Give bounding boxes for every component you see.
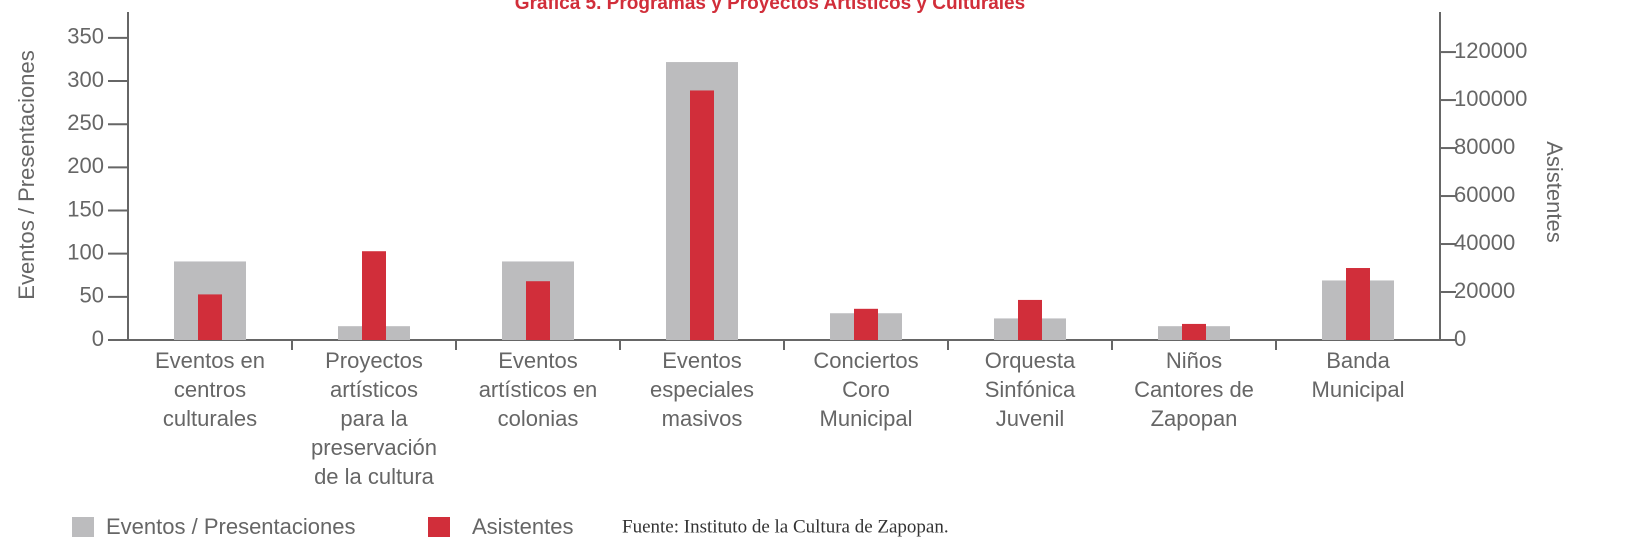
x-tick-label: Banda bbox=[1326, 348, 1390, 373]
x-tick-label: Municipal bbox=[1312, 377, 1405, 402]
y2-tick-label: 0 bbox=[1454, 326, 1466, 351]
x-tick-label: centros bbox=[174, 377, 246, 402]
y2-tick-label: 100000 bbox=[1454, 86, 1527, 111]
x-tick-label: Eventos bbox=[498, 348, 578, 373]
x-tick-label: Eventos bbox=[662, 348, 742, 373]
y2-tick-label: 60000 bbox=[1454, 182, 1515, 207]
y-axis-label: Eventos / Presentaciones bbox=[14, 50, 39, 299]
x-tick-label: masivos bbox=[662, 406, 743, 431]
x-tick-label: Municipal bbox=[820, 406, 913, 431]
y-tick-label: 50 bbox=[80, 283, 104, 308]
chart-title: Gráfica 5. Programas y Proyectos Artísti… bbox=[515, 0, 1025, 14]
x-tick-label: Orquesta bbox=[985, 348, 1076, 373]
bar bbox=[362, 251, 386, 340]
legend-swatch bbox=[428, 517, 450, 537]
x-tick-label: artísticos bbox=[330, 377, 418, 402]
x-tick-label: Sinfónica bbox=[985, 377, 1076, 402]
bar bbox=[854, 308, 878, 340]
x-tick-label: Coro bbox=[842, 377, 890, 402]
y-tick-label: 150 bbox=[67, 196, 104, 221]
x-tick-label: Juvenil bbox=[996, 406, 1064, 431]
y-tick-label: 300 bbox=[67, 67, 104, 92]
x-tick-label: Conciertos bbox=[813, 348, 918, 373]
x-tick-label: culturales bbox=[163, 406, 257, 431]
x-tick-label: de la cultura bbox=[314, 464, 435, 489]
x-tick-label: artísticos en bbox=[479, 377, 598, 402]
legend-label: Eventos / Presentaciones bbox=[106, 514, 355, 539]
source-note: Fuente: Instituto de la Cultura de Zapop… bbox=[622, 516, 949, 537]
x-tick-label: Proyectos bbox=[325, 348, 423, 373]
legend-swatch bbox=[72, 517, 94, 537]
bar bbox=[198, 294, 222, 340]
bar bbox=[690, 90, 714, 340]
y2-axis-label: Asistentes bbox=[1542, 141, 1567, 243]
y2-tick-label: 40000 bbox=[1454, 230, 1515, 255]
legend-label: Asistentes bbox=[472, 514, 574, 539]
y-tick-label: 250 bbox=[67, 110, 104, 135]
x-tick-label: Niños bbox=[1166, 348, 1222, 373]
x-tick-label: colonias bbox=[498, 406, 579, 431]
bar bbox=[1018, 299, 1042, 340]
y-tick-label: 100 bbox=[67, 239, 104, 264]
x-tick-label: Cantores de bbox=[1134, 377, 1254, 402]
y-tick-label: 0 bbox=[92, 326, 104, 351]
y2-tick-label: 20000 bbox=[1454, 278, 1515, 303]
y2-tick-label: 80000 bbox=[1454, 134, 1515, 159]
y-tick-label: 350 bbox=[67, 24, 104, 49]
x-tick-label: preservación bbox=[311, 435, 437, 460]
y2-tick-label: 120000 bbox=[1454, 38, 1527, 63]
bar bbox=[1346, 268, 1370, 340]
bar bbox=[1182, 323, 1206, 340]
x-tick-label: para la bbox=[340, 406, 408, 431]
bar bbox=[526, 281, 550, 340]
y-tick-label: 200 bbox=[67, 153, 104, 178]
x-tick-label: especiales bbox=[650, 377, 754, 402]
x-tick-label: Eventos en bbox=[155, 348, 265, 373]
x-tick-label: Zapopan bbox=[1151, 406, 1238, 431]
